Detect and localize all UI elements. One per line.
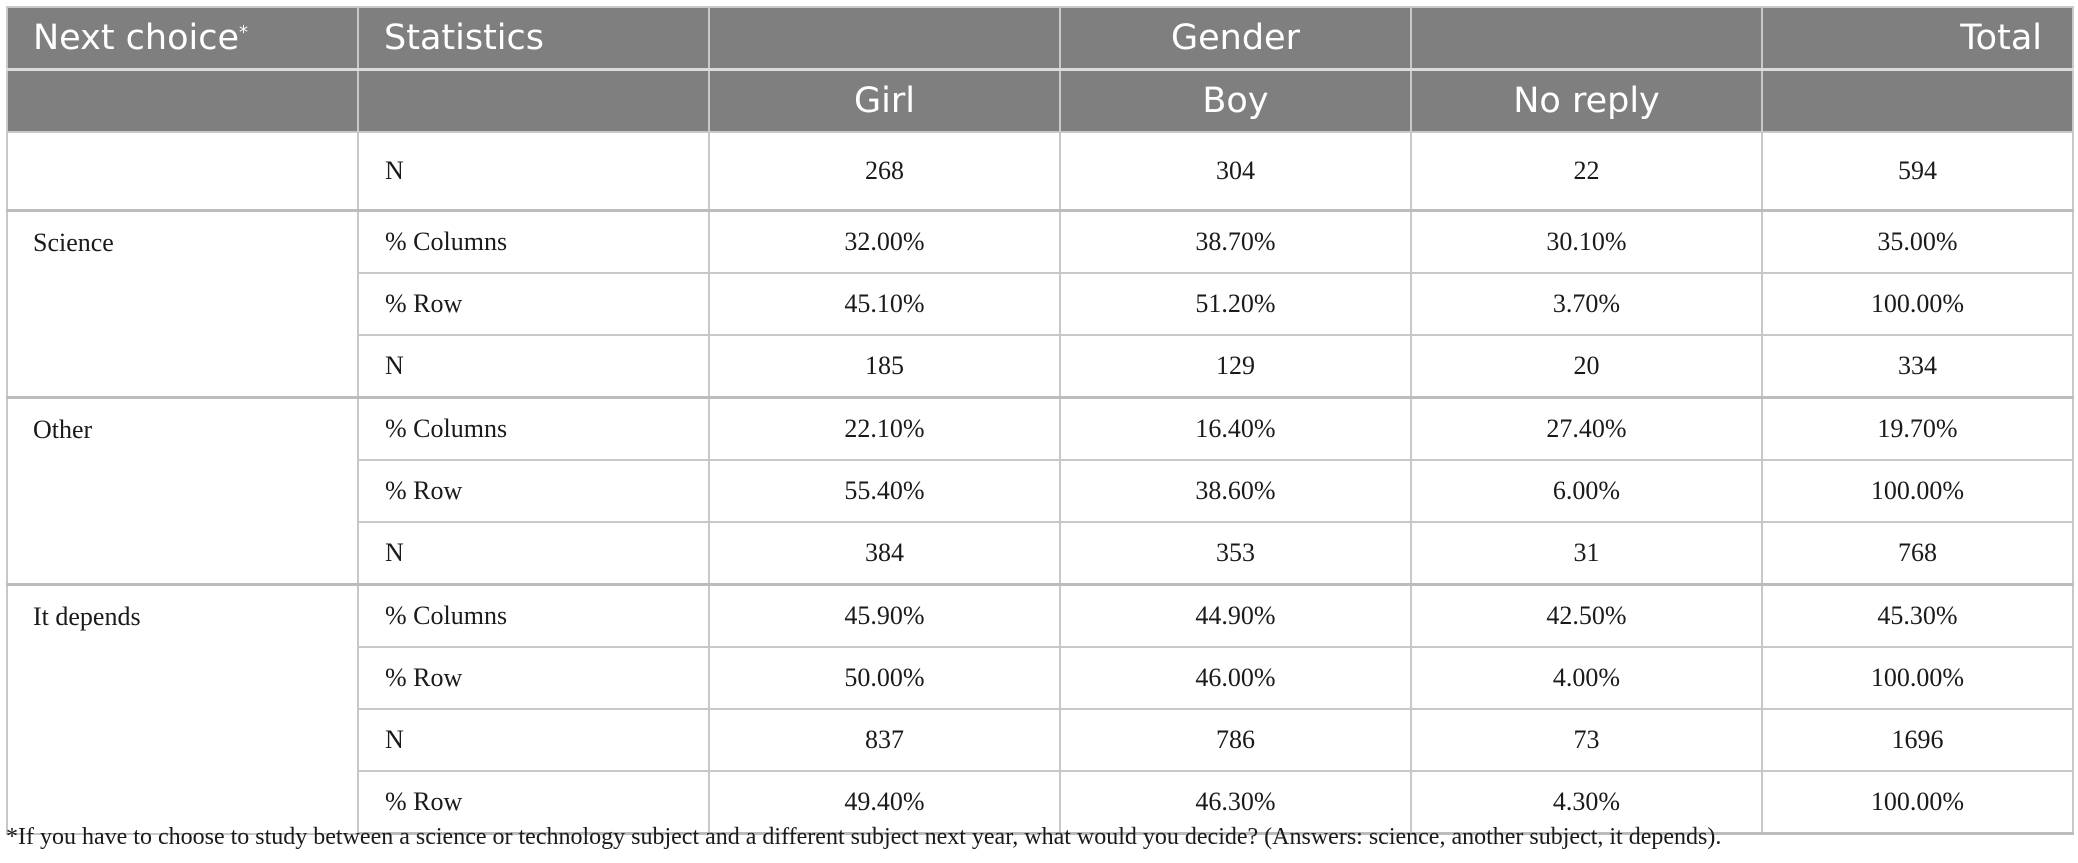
header-empty-4 bbox=[357, 68, 710, 133]
total-cell: 768 bbox=[1761, 522, 2074, 586]
table-row: % Row 49.40% 46.30% 4.30% 100.00% bbox=[7, 771, 2074, 835]
group-cell-science: Science bbox=[6, 209, 359, 399]
header-empty-2 bbox=[1410, 6, 1763, 71]
group-cell-it-depends: It depends bbox=[6, 583, 359, 835]
stat-cell: % Columns bbox=[357, 583, 710, 648]
stat-cell: % Row bbox=[357, 460, 710, 523]
no-reply-cell: 4.30% bbox=[1410, 771, 1763, 835]
girl-cell: 32.00% bbox=[708, 209, 1061, 274]
girl-cell: 268 bbox=[708, 132, 1061, 212]
table-row: N 185 129 20 334 bbox=[7, 335, 2074, 399]
total-cell: 45.30% bbox=[1761, 583, 2074, 648]
girl-cell: 22.10% bbox=[708, 396, 1061, 461]
total-cell: 100.00% bbox=[1761, 771, 2074, 835]
header-total: Total bbox=[1761, 6, 2074, 71]
header-empty-3 bbox=[6, 68, 359, 133]
boy-cell: 129 bbox=[1059, 335, 1412, 399]
table-row: N 384 353 31 768 bbox=[7, 522, 2074, 586]
header-no-reply: No reply bbox=[1410, 68, 1763, 133]
table-row: % Row 45.10% 51.20% 3.70% 100.00% bbox=[7, 273, 2074, 336]
boy-cell: 46.00% bbox=[1059, 647, 1412, 710]
header-boy: Boy bbox=[1059, 68, 1412, 133]
total-cell: 334 bbox=[1761, 335, 2074, 399]
boy-cell: 786 bbox=[1059, 709, 1412, 772]
girl-cell: 55.40% bbox=[708, 460, 1061, 523]
header-empty-1 bbox=[708, 6, 1061, 71]
header-empty-5 bbox=[1761, 68, 2074, 133]
boy-cell: 44.90% bbox=[1059, 583, 1412, 648]
no-reply-cell: 30.10% bbox=[1410, 209, 1763, 274]
table-row: Other % Columns 22.10% 16.40% 27.40% 19.… bbox=[6, 396, 2074, 586]
total-cell: 100.00% bbox=[1761, 647, 2074, 710]
girl-cell: 185 bbox=[708, 335, 1061, 399]
girl-cell: 837 bbox=[708, 709, 1061, 772]
boy-cell: 38.70% bbox=[1059, 209, 1412, 274]
girl-cell: 45.10% bbox=[708, 273, 1061, 336]
boy-cell: 38.60% bbox=[1059, 460, 1412, 523]
girl-cell: 384 bbox=[708, 522, 1061, 586]
no-reply-cell: 20 bbox=[1410, 335, 1763, 399]
gender-choice-table: Next choice* Statistics Gender Total Gir… bbox=[6, 6, 2074, 835]
stat-cell: N bbox=[357, 335, 710, 399]
total-cell: 1696 bbox=[1761, 709, 2074, 772]
footnote-marker: * bbox=[239, 22, 249, 43]
table-footnote: *If you have to choose to study between … bbox=[6, 824, 1722, 850]
header-gender: Gender bbox=[1059, 6, 1412, 71]
data-table-container: Next choice* Statistics Gender Total Gir… bbox=[6, 6, 2074, 835]
stat-cell: % Row bbox=[357, 647, 710, 710]
no-reply-cell: 4.00% bbox=[1410, 647, 1763, 710]
table-row: % Row 55.40% 38.60% 6.00% 100.00% bbox=[7, 460, 2074, 523]
girl-cell: 49.40% bbox=[708, 771, 1061, 835]
stat-cell: % Columns bbox=[357, 396, 710, 461]
stat-cell: % Columns bbox=[357, 209, 710, 274]
table-row: Science % Columns 32.00% 38.70% 30.10% 3… bbox=[6, 209, 2074, 399]
boy-cell: 353 bbox=[1059, 522, 1412, 586]
boy-cell: 51.20% bbox=[1059, 273, 1412, 336]
header-statistics: Statistics bbox=[357, 6, 710, 71]
stat-cell: % Row bbox=[357, 771, 710, 835]
table-body: N 268 304 22 594 Science % Columns 32.00… bbox=[6, 132, 2074, 835]
boy-cell: 16.40% bbox=[1059, 396, 1412, 461]
total-cell: 19.70% bbox=[1761, 396, 2074, 461]
header-girl: Girl bbox=[708, 68, 1061, 133]
boy-cell: 46.30% bbox=[1059, 771, 1412, 835]
no-reply-cell: 27.40% bbox=[1410, 396, 1763, 461]
no-reply-cell: 31 bbox=[1410, 522, 1763, 586]
stat-cell: N bbox=[357, 132, 710, 212]
group-cell-blank bbox=[6, 132, 359, 212]
total-cell: 594 bbox=[1761, 132, 2074, 212]
no-reply-cell: 3.70% bbox=[1410, 273, 1763, 336]
header-next-choice: Next choice* bbox=[6, 6, 359, 71]
total-cell: 100.00% bbox=[1761, 460, 2074, 523]
stat-cell: % Row bbox=[357, 273, 710, 336]
stat-cell: N bbox=[357, 522, 710, 586]
table-row: N 268 304 22 594 bbox=[6, 132, 2074, 212]
table-header: Next choice* Statistics Gender Total Gir… bbox=[6, 6, 2074, 133]
boy-cell: 304 bbox=[1059, 132, 1412, 212]
no-reply-cell: 6.00% bbox=[1410, 460, 1763, 523]
group-cell-other: Other bbox=[6, 396, 359, 586]
no-reply-cell: 42.50% bbox=[1410, 583, 1763, 648]
header-row-1: Next choice* Statistics Gender Total bbox=[6, 6, 2074, 71]
header-next-choice-label: Next choice bbox=[33, 18, 240, 58]
girl-cell: 50.00% bbox=[708, 647, 1061, 710]
total-cell: 100.00% bbox=[1761, 273, 2074, 336]
stat-cell: N bbox=[357, 709, 710, 772]
no-reply-cell: 22 bbox=[1410, 132, 1763, 212]
table-row: N 837 786 73 1696 bbox=[7, 709, 2074, 772]
header-row-2: Girl Boy No reply bbox=[6, 68, 2074, 133]
table-row: % Row 50.00% 46.00% 4.00% 100.00% bbox=[7, 647, 2074, 710]
girl-cell: 45.90% bbox=[708, 583, 1061, 648]
total-cell: 35.00% bbox=[1761, 209, 2074, 274]
table-row: It depends % Columns 45.90% 44.90% 42.50… bbox=[6, 583, 2074, 835]
no-reply-cell: 73 bbox=[1410, 709, 1763, 772]
